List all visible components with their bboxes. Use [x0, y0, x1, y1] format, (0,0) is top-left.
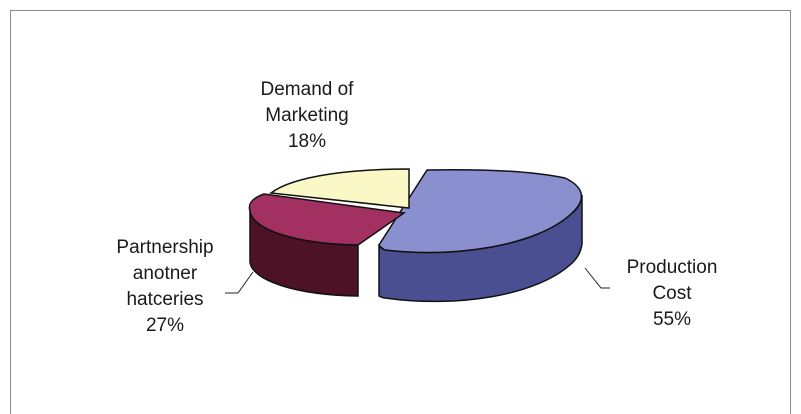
label-partnership-pct: 27% — [146, 315, 184, 336]
label-demand-pct: 18% — [288, 131, 326, 152]
label-production-line-1: Production — [627, 257, 718, 278]
label-production-pct: 55% — [653, 309, 691, 330]
label-partnership: Partnership anotner hatceries 27% — [116, 237, 213, 336]
label-partnership-line-1: Partnership — [116, 237, 213, 258]
leader-line-partnership — [225, 271, 254, 294]
label-demand-line-2: Marketing — [265, 105, 348, 126]
slice-demand-marketing-top — [269, 168, 410, 209]
label-demand-marketing: Demand of Marketing 18% — [261, 79, 355, 152]
slice-demand-marketing — [269, 168, 410, 209]
label-partnership-line-3: hatceries — [126, 289, 203, 310]
leader-line-production — [584, 267, 610, 289]
label-production-cost: Production Cost 55% — [627, 257, 718, 330]
label-partnership-line-2: anotner — [133, 263, 198, 284]
label-production-line-2: Cost — [652, 283, 692, 304]
label-demand-line-1: Demand of — [261, 79, 355, 100]
slice-production-cost-top — [378, 168, 583, 254]
slice-production-cost — [378, 168, 583, 303]
slice-partnership — [248, 193, 407, 297]
slice-partnership-top — [248, 193, 407, 246]
